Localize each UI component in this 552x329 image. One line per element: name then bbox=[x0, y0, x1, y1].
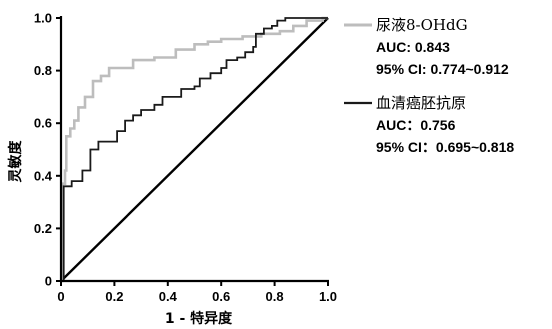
y-tick-label: 0 bbox=[45, 274, 52, 289]
y-axis-title: 灵敏度 bbox=[7, 140, 24, 183]
legend-ci-label: 95% CI：0.695~0.818 bbox=[376, 139, 514, 155]
x-tick-label: 0.2 bbox=[105, 289, 123, 304]
x-tick-label: 1.0 bbox=[319, 289, 337, 304]
legend-series-name: 血清癌胚抗原 bbox=[376, 94, 466, 112]
legend-auc-label: AUC：0.756 bbox=[376, 117, 456, 133]
y-tick-label: 0.2 bbox=[34, 221, 52, 236]
legend-auc-label: AUC: 0.843 bbox=[376, 39, 450, 55]
legend-ci-label: 95% CI: 0.774~0.912 bbox=[376, 61, 509, 77]
x-tick-label: 0.8 bbox=[266, 289, 284, 304]
axes: 0 0.2 0.4 0.6 0.8 1.0 0 0.2 0.4 0.6 0.8 1.0 1 - 特异度 灵… bbox=[7, 11, 337, 328]
x-axis-title: 1 - 特异度 bbox=[165, 310, 233, 327]
x-tick-label: 0 bbox=[57, 289, 64, 304]
legend: 尿液8-OHdG AUC: 0.843 95% CI: 0.774~0.912 血清癌… bbox=[344, 16, 514, 155]
x-tick-label: 0.6 bbox=[212, 289, 230, 304]
roc-curve-8ohdg bbox=[61, 16, 328, 283]
roc-curve-cea bbox=[61, 17, 328, 282]
legend-series-name: 尿液8-OHdG bbox=[376, 16, 468, 34]
y-tick-label: 0.6 bbox=[34, 116, 52, 131]
reference-diagonal-line bbox=[60, 17, 329, 282]
y-tick-label: 0.8 bbox=[34, 63, 52, 78]
plot-area bbox=[60, 16, 329, 283]
x-tick-label: 0.4 bbox=[159, 289, 178, 304]
y-tick-label: 1.0 bbox=[34, 11, 52, 26]
y-tick-label: 0.4 bbox=[34, 168, 53, 183]
